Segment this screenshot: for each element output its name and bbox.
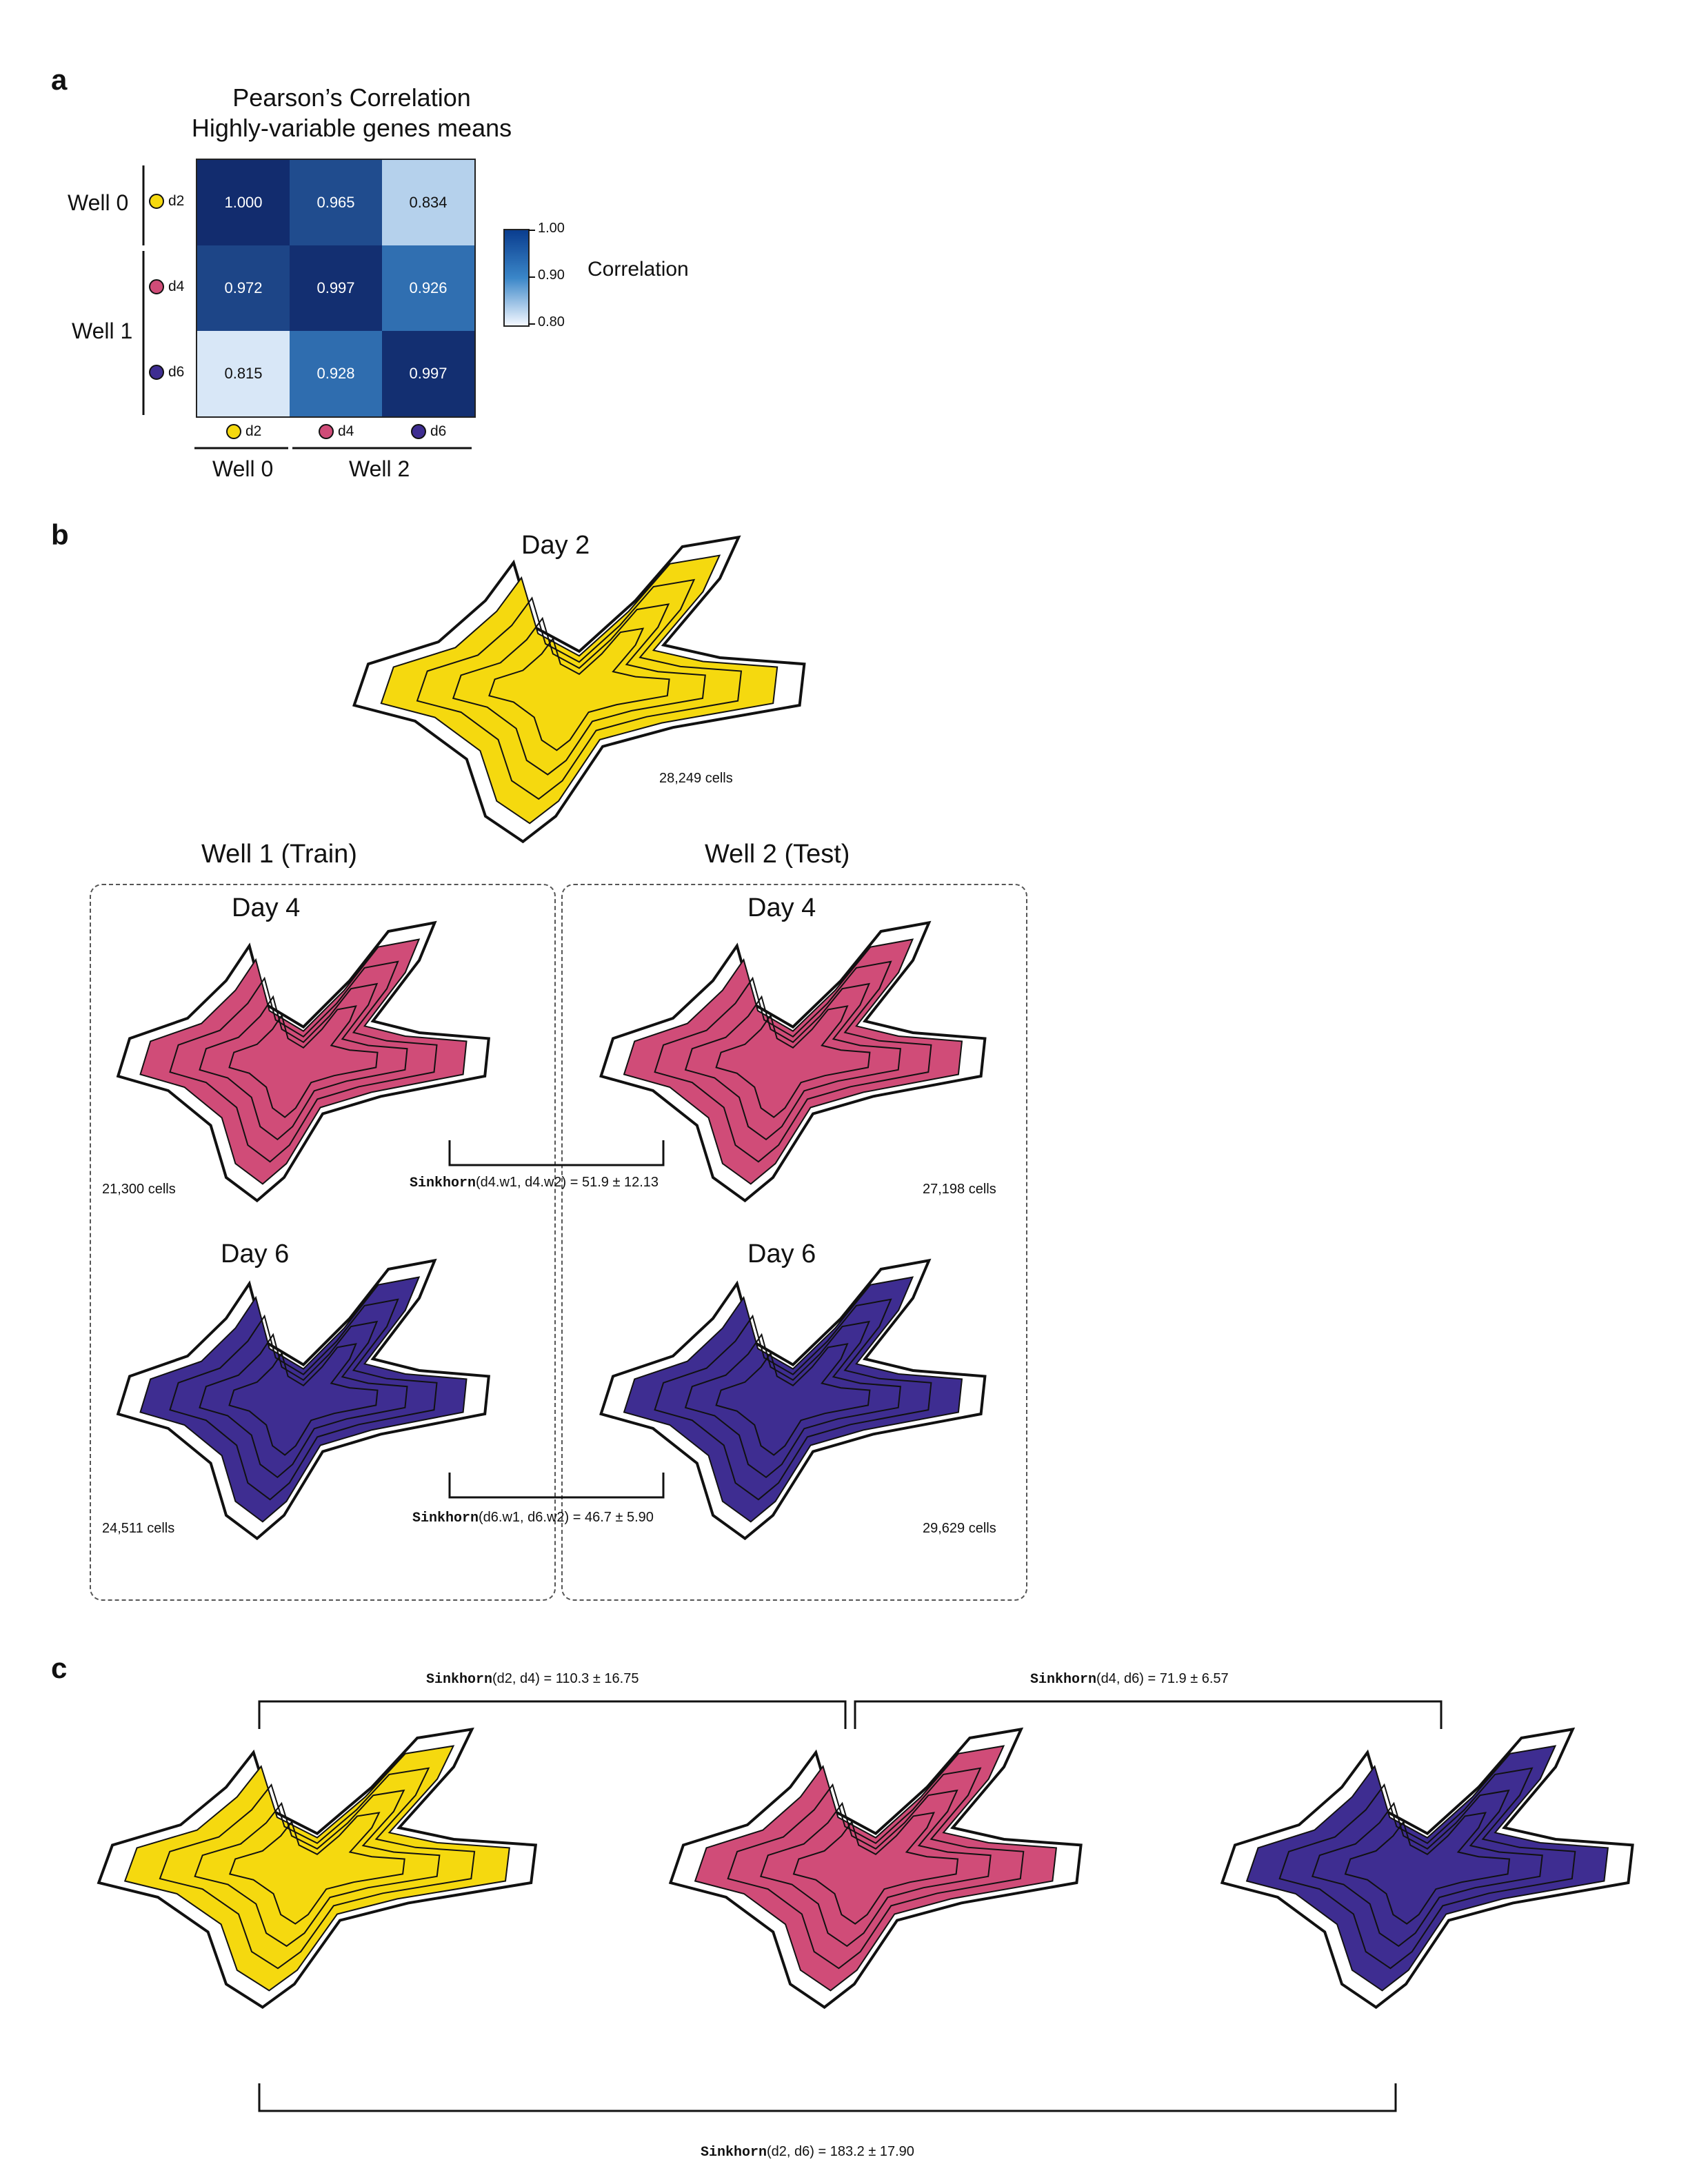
well2-test-box bbox=[561, 884, 1027, 1601]
day2-cell-count: 28,249 cells bbox=[659, 771, 733, 786]
d4-dot-icon bbox=[319, 424, 334, 439]
col-legend-d4: d4 bbox=[319, 423, 354, 440]
umap-w1-day4 bbox=[116, 920, 490, 1203]
d2-dot-icon bbox=[149, 194, 164, 209]
colorbar bbox=[503, 229, 530, 327]
colorbar-tick-bottom: 0.80 bbox=[538, 314, 565, 330]
heatmap-title-line1: Pearson’s Correlation bbox=[232, 83, 471, 112]
umap-c-d4 bbox=[668, 1727, 1083, 2010]
well1-train-box bbox=[90, 884, 556, 1601]
d4-dot-icon bbox=[149, 279, 164, 294]
d2-dot-icon bbox=[226, 424, 241, 439]
row-legend-d4: d4 bbox=[149, 279, 184, 295]
col-legend-d2: d2 bbox=[226, 423, 261, 440]
w1-day6-title: Day 6 bbox=[221, 1240, 290, 1268]
umap-w1-day6 bbox=[116, 1258, 490, 1541]
panel-c-letter: c bbox=[51, 1652, 68, 1684]
colorbar-tick-mid: 0.90 bbox=[538, 267, 565, 283]
w1-day6-cell-count: 24,511 cells bbox=[102, 1521, 175, 1536]
heatmap-cell-2-2: 0.997 bbox=[382, 331, 474, 416]
row-legend-d6: d6 bbox=[149, 364, 184, 381]
heatmap-cell-2-0: 0.815 bbox=[197, 331, 290, 416]
heatmap-title-line2: Highly-variable genes means bbox=[191, 114, 512, 142]
sinkhorn-d4-d6-label: Sinkhorn(d4, d6) = 71.9 ± 6.57 bbox=[1030, 1671, 1229, 1688]
colorbar-label: Correlation bbox=[587, 258, 689, 281]
umap-c-d2 bbox=[97, 1727, 538, 2010]
day2-title: Day 2 bbox=[521, 531, 590, 560]
w1-day4-title: Day 4 bbox=[232, 893, 301, 922]
heatmap-cell-1-0: 0.972 bbox=[197, 245, 290, 331]
d6-dot-icon bbox=[411, 424, 426, 439]
umap-w2-day6 bbox=[599, 1258, 987, 1541]
heatmap-cell-1-1: 0.997 bbox=[290, 245, 382, 331]
correlation-heatmap: 1.000 0.965 0.834 0.972 0.997 0.926 0.81… bbox=[196, 159, 476, 418]
w2-day6-cell-count: 29,629 cells bbox=[923, 1521, 996, 1536]
umap-day2 bbox=[352, 535, 806, 844]
col-group-well0: Well 0 bbox=[212, 456, 274, 481]
sinkhorn-d2-d4-label: Sinkhorn(d2, d4) = 110.3 ± 16.75 bbox=[426, 1671, 639, 1688]
heatmap-title: Pearson’s Correlation Highly-variable ge… bbox=[159, 83, 545, 143]
panel-a-letter: a bbox=[51, 63, 68, 96]
heatmap-cell-0-1: 0.965 bbox=[290, 160, 382, 245]
well2-title: Well 2 (Test) bbox=[705, 840, 850, 869]
heatmap-cell-0-2: 0.834 bbox=[382, 160, 474, 245]
heatmap-cell-1-2: 0.926 bbox=[382, 245, 474, 331]
col-group-well2: Well 2 bbox=[349, 456, 410, 481]
w2-day6-title: Day 6 bbox=[747, 1240, 816, 1268]
row-group-well1: Well 1 bbox=[72, 318, 133, 343]
panel-b-letter: b bbox=[51, 518, 69, 551]
colorbar-tick-top: 1.00 bbox=[538, 221, 565, 236]
w2-day4-title: Day 4 bbox=[747, 893, 816, 922]
sinkhorn-d6-label: Sinkhorn(d6.w1, d6.w2) = 46.7 ± 5.90 bbox=[412, 1510, 654, 1526]
d6-dot-icon bbox=[149, 365, 164, 380]
col-legend-d6: d6 bbox=[411, 423, 446, 440]
sinkhorn-d4-label: Sinkhorn(d4.w1, d4.w2) = 51.9 ± 12.13 bbox=[410, 1175, 659, 1191]
umap-c-d6 bbox=[1220, 1727, 1634, 2010]
row-group-well0: Well 0 bbox=[68, 190, 129, 215]
row-legend-d2: d2 bbox=[149, 193, 184, 210]
w2-day4-cell-count: 27,198 cells bbox=[923, 1182, 996, 1197]
heatmap-cell-0-0: 1.000 bbox=[197, 160, 290, 245]
heatmap-cell-2-1: 0.928 bbox=[290, 331, 382, 416]
umap-w2-day4 bbox=[599, 920, 987, 1203]
sinkhorn-d2-d6-label: Sinkhorn(d2, d6) = 183.2 ± 17.90 bbox=[701, 2144, 914, 2161]
w1-day4-cell-count: 21,300 cells bbox=[102, 1182, 176, 1197]
well1-title: Well 1 (Train) bbox=[201, 840, 357, 869]
